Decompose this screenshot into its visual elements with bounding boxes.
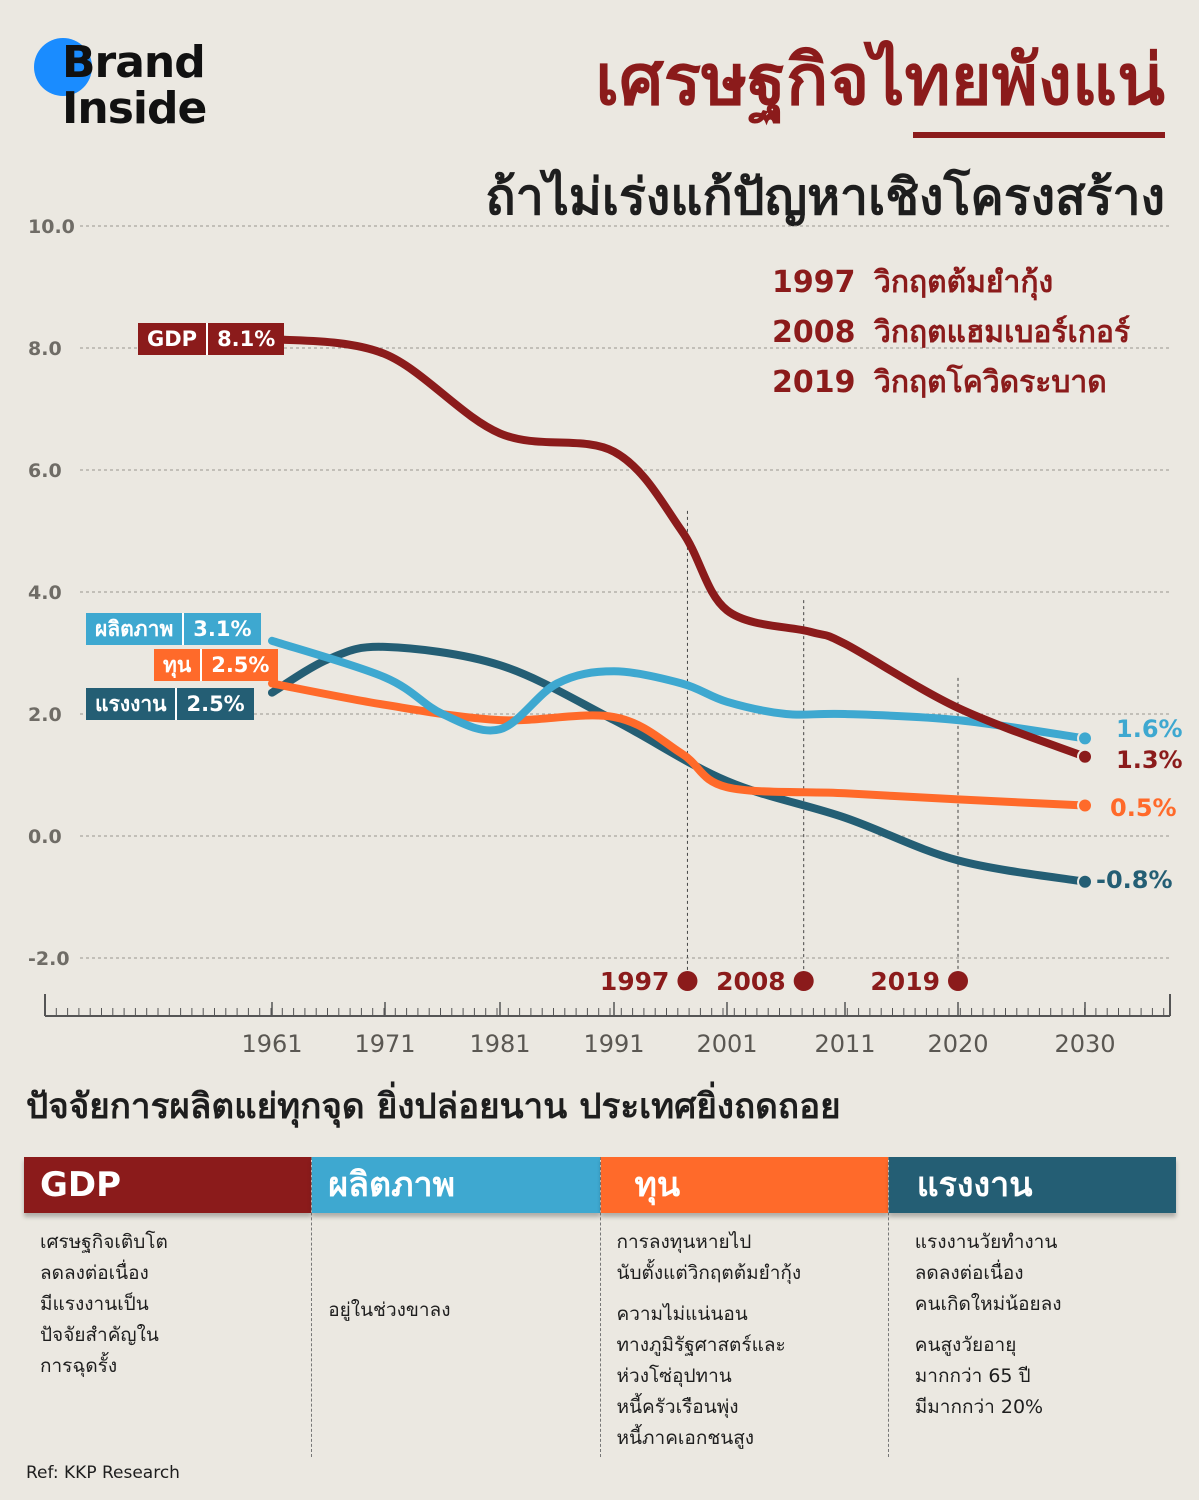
- section-heading: ปัจจัยการผลิตแย่ทุกจุด ยิ่งปล่อยนาน ประเ…: [26, 1087, 841, 1127]
- series-line-productivity: [268, 636, 1089, 743]
- crisis-name: วิกฤตโควิดระบาด: [874, 365, 1107, 400]
- series-tag-name: ทุน: [163, 653, 192, 677]
- series-end-label-capital: 0.5%: [1110, 794, 1177, 822]
- page-title-emphasis: พังแน่: [991, 39, 1165, 121]
- chart-axes: 1961 1971 1981 1991 2001 2011 2020 2030: [44, 994, 1171, 1058]
- y-tick-label: 0.0: [28, 826, 62, 848]
- crisis-legend-item: 2019 วิกฤตโควิดระบาด: [772, 358, 1182, 408]
- event-year-label: 2019: [870, 967, 940, 996]
- factor-header: ทุน: [600, 1157, 888, 1213]
- x-tick-label: 2001: [696, 1030, 757, 1058]
- crisis-name: วิกฤตต้มยำกุ้ง: [874, 265, 1054, 300]
- crisis-legend-item: 1997 วิกฤตต้มยำกุ้ง: [772, 258, 1182, 308]
- series-line-capital: [268, 679, 1089, 810]
- brand-logo-line2: Inside: [62, 83, 207, 134]
- x-tick-label: 2020: [927, 1030, 988, 1058]
- chart-grid: 10.0 8.0 6.0 4.0 2.0 0.0 -2.0: [28, 216, 1170, 970]
- factor-column-gdp: GDP เศรษฐกิจเติบโต ลดลงต่อเนื่อง มีแรงงา…: [24, 1157, 312, 1457]
- factor-column-labor: แรงงาน แรงงานวัยทำงาน ลดลงต่อเนื่อง คนเก…: [887, 1157, 1176, 1457]
- event-marker-dot: [948, 971, 968, 991]
- series-end-label-productivity: 1.6%: [1116, 715, 1183, 743]
- series-line-gdp: [268, 334, 1089, 761]
- title-underline: [913, 132, 1165, 138]
- series-tag-name: GDP: [147, 327, 198, 351]
- event-marker-dot: [793, 971, 814, 991]
- series-end-point-capital: [1077, 797, 1093, 814]
- x-tick-label: 1981: [469, 1030, 530, 1058]
- factor-header: ผลิตภาพ: [312, 1157, 600, 1213]
- y-tick-label: 4.0: [28, 582, 62, 604]
- crisis-legend-item: 2008 วิกฤตแฮมเบอร์เกอร์: [772, 308, 1182, 358]
- y-tick-label: 2.0: [28, 704, 62, 726]
- series-tag-productivity: ผลิตภาพ 3.1%: [86, 613, 261, 645]
- factor-table: GDP เศรษฐกิจเติบโต ลดลงต่อเนื่อง มีแรงงา…: [24, 1157, 1176, 1457]
- crisis-legend: 1997 วิกฤตต้มยำกุ้ง 2008 วิกฤตแฮมเบอร์เกอร…: [772, 258, 1182, 408]
- brand-logo-dot: [34, 38, 92, 96]
- factor-text: แรงงานวัยทำงาน ลดลงต่อเนื่อง คนเกิดใหม่น…: [914, 1231, 1062, 1315]
- factor-body: แรงงานวัยทำงาน ลดลงต่อเนื่อง คนเกิดใหม่น…: [889, 1213, 1176, 1423]
- series-tag-gdp: GDP 8.1%: [138, 323, 285, 355]
- series-line-labor: [268, 642, 1089, 886]
- page-title: เศรษฐกิจไทยพังแน่: [595, 38, 1165, 122]
- crisis-year: 2008: [772, 315, 856, 350]
- series-tag-value: 3.1%: [193, 617, 252, 641]
- factor-column-productivity: ผลิตภาพ อยู่ในช่วงขาลง: [311, 1157, 600, 1457]
- factor-text: ความไม่แน่นอน ทางภูมิรัฐศาสตร์และ ห่วงโซ…: [616, 1303, 786, 1449]
- line-chart: 10.0 8.0 6.0 4.0 2.0 0.0 -2.0 1961 1971 1981 1991…: [28, 216, 1171, 1058]
- factor-header: แรงงาน: [888, 1157, 1176, 1213]
- x-tick-label: 1991: [583, 1030, 644, 1058]
- x-tick-label: 1961: [241, 1030, 302, 1058]
- x-tick-label: 2011: [814, 1030, 875, 1058]
- reference-note: Ref: KKP Research: [26, 1463, 180, 1483]
- event-year-label: 1997: [600, 967, 670, 996]
- series-end-label-labor: -0.8%: [1096, 866, 1173, 894]
- x-tick-label: 2030: [1054, 1030, 1115, 1058]
- brand-logo-line1: Brand: [62, 37, 206, 88]
- series-end-label-gdp: 1.3%: [1116, 746, 1183, 774]
- x-tick-label: 1971: [354, 1030, 415, 1058]
- series-tag-value: 2.5%: [186, 692, 245, 716]
- factor-text: การลงทุนหายไป นับตั้งแต่วิกฤตต้มยำกุ้ง: [616, 1231, 802, 1284]
- y-tick-label: -2.0: [28, 948, 70, 970]
- chart-event-markers: 1997 2008 2019: [600, 510, 968, 996]
- y-tick-label: 10.0: [28, 216, 75, 238]
- page-subtitle: ถ้าไม่เร่งแก้ปัญหาเชิงโครงสร้าง: [485, 168, 1165, 226]
- factor-header: GDP: [24, 1157, 312, 1213]
- series-tag-name: ผลิตภาพ: [95, 617, 174, 641]
- series-end-point-labor: [1077, 873, 1093, 890]
- y-tick-label: 6.0: [28, 460, 62, 482]
- crisis-name: วิกฤตแฮมเบอร์เกอร์: [874, 315, 1131, 350]
- factor-body: อยู่ในช่วงขาลง: [312, 1213, 599, 1326]
- brand-logo: Brand Inside: [62, 37, 207, 134]
- y-tick-label: 8.0: [28, 338, 62, 360]
- factor-text: คนสูงวัยอายุ มากกว่า 65 ปี มีมากกว่า 20%: [914, 1334, 1044, 1418]
- factor-body: การลงทุนหายไป นับตั้งแต่วิกฤตต้มยำกุ้ง ค…: [601, 1213, 888, 1454]
- series-tag-labor: แรงงาน 2.5%: [86, 688, 254, 720]
- series-tag-value: 2.5%: [211, 653, 270, 677]
- series-tag-value: 8.1%: [217, 327, 276, 351]
- event-year-label: 2008: [716, 967, 786, 996]
- series-tag-name: แรงงาน: [95, 692, 167, 716]
- series-end-point-gdp: [1077, 748, 1093, 765]
- factor-column-capital: ทุน การลงทุนหายไป นับตั้งแต่วิกฤตต้มยำกุ…: [599, 1157, 888, 1457]
- crisis-year: 2019: [772, 365, 856, 400]
- factor-text: เศรษฐกิจเติบโต ลดลงต่อเนื่อง มีแรงงานเป็…: [40, 1231, 168, 1377]
- crisis-year: 1997: [772, 265, 856, 300]
- event-marker-dot: [677, 971, 698, 991]
- factor-text: อยู่ในช่วงขาลง: [328, 1299, 451, 1321]
- factor-body: เศรษฐกิจเติบโต ลดลงต่อเนื่อง มีแรงงานเป็…: [24, 1213, 311, 1382]
- series-end-point-productivity: [1077, 730, 1093, 747]
- chart-series: [268, 334, 1093, 890]
- series-tag-capital: ทุน 2.5%: [154, 649, 279, 681]
- page-title-part1: เศรษฐกิจไทย: [595, 39, 992, 121]
